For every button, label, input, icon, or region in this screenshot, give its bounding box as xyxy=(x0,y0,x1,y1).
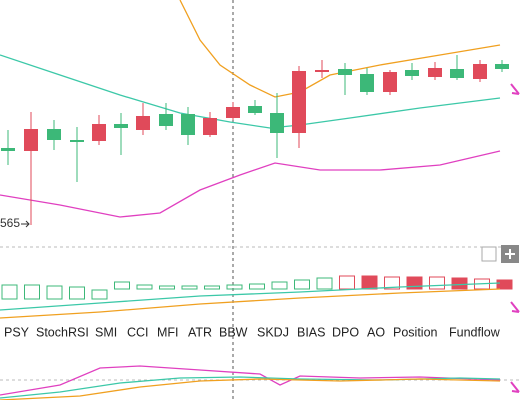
volume-bar xyxy=(249,283,265,290)
volume-bar xyxy=(24,284,40,300)
indicator-line-2 xyxy=(0,376,501,399)
indicator-tab[interactable]: Fundflow xyxy=(449,325,501,339)
indicator-tab[interactable]: DPO xyxy=(332,325,359,339)
candle-body xyxy=(1,148,15,151)
volume-bar xyxy=(204,285,220,290)
volume-bar xyxy=(91,289,108,300)
upper-band xyxy=(179,0,501,98)
volume-bar xyxy=(69,286,85,300)
candle-body xyxy=(405,70,419,76)
price-label: 565 xyxy=(0,216,20,230)
indicator-tab[interactable]: AO xyxy=(367,325,385,339)
volume-bar xyxy=(339,275,355,290)
indicator-tab[interactable]: ATR xyxy=(188,325,212,339)
volume-bar xyxy=(271,281,288,290)
volume-bar xyxy=(429,276,445,290)
candle-body xyxy=(70,140,84,142)
candle-body xyxy=(315,70,329,72)
candle-body xyxy=(114,124,128,128)
candle-body xyxy=(92,124,106,141)
candle-body xyxy=(181,114,195,135)
volume-bar xyxy=(316,277,333,290)
candle-body xyxy=(495,64,509,69)
candle-body xyxy=(292,71,306,133)
candle-body xyxy=(338,69,352,75)
indicator-tab[interactable]: Position xyxy=(393,325,438,339)
volume-ma-1 xyxy=(0,282,501,311)
volume-bar xyxy=(294,279,310,290)
lower-band xyxy=(0,150,501,218)
volume-bar xyxy=(384,276,400,290)
indicator-line-3 xyxy=(0,378,501,400)
price-arrow xyxy=(21,220,30,228)
indicator-line-1 xyxy=(0,365,501,396)
candle-body xyxy=(473,64,487,79)
candle-body xyxy=(450,69,464,78)
indicator-tab[interactable]: MFI xyxy=(157,325,179,339)
candle-body xyxy=(428,68,442,77)
volume-bar xyxy=(451,277,468,290)
volume-bar xyxy=(1,284,18,300)
volume-bar xyxy=(46,285,63,300)
candle-body xyxy=(226,107,240,118)
volume-bar xyxy=(136,284,153,290)
volume-ma-2 xyxy=(0,288,501,319)
indicator-tab[interactable]: PSY xyxy=(4,325,30,339)
indicator-tab[interactable]: StochRSI xyxy=(36,325,89,339)
candle-body xyxy=(136,116,150,130)
candle-body xyxy=(159,114,173,126)
candle-body xyxy=(24,129,38,151)
indicator-tabs: PSY StochRSI SMI CCI MFI ATR BBW SKDJ BIAS DPO AO P… xyxy=(4,325,501,339)
candle-body xyxy=(360,74,374,92)
candle-body xyxy=(248,106,262,113)
volume-bar xyxy=(159,285,175,290)
volume-bar xyxy=(181,285,198,290)
resize-button[interactable] xyxy=(481,246,497,262)
indicator-tab[interactable]: SMI xyxy=(95,325,117,339)
candle-body xyxy=(47,129,61,140)
edge-arrow xyxy=(510,301,520,313)
indicator-tab[interactable]: BBW xyxy=(219,325,248,339)
volume-bar xyxy=(226,284,243,290)
candle-body xyxy=(383,72,397,92)
indicator-tab[interactable]: SKDJ xyxy=(257,325,289,339)
candle-body xyxy=(270,113,284,133)
indicator-tab[interactable]: CCI xyxy=(127,325,149,339)
middle-band xyxy=(0,54,501,129)
volume-bar xyxy=(361,275,378,290)
edge-arrow xyxy=(510,83,520,95)
indicator-tab[interactable]: BIAS xyxy=(297,325,326,339)
volume-bar xyxy=(114,281,130,290)
candle-body xyxy=(203,118,217,135)
add-icon xyxy=(505,249,515,259)
volume-bar xyxy=(496,279,513,290)
edge-arrow xyxy=(510,381,520,393)
